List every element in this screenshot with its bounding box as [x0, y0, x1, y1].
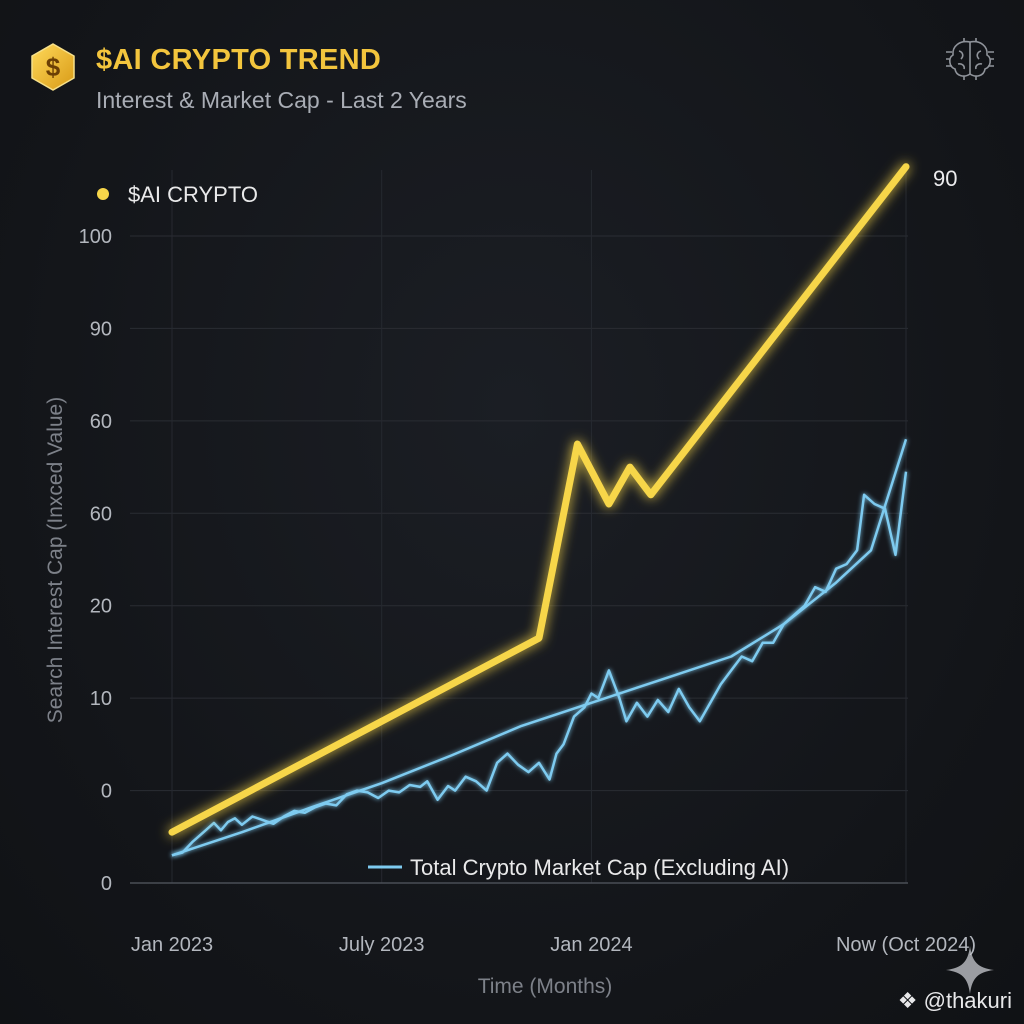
- dollar-badge-icon: $: [31, 43, 75, 91]
- x-tick-label: Now (Oct 2024): [836, 934, 976, 956]
- x-tick-labels: Jan 2023 July 2023 Jan 2024 Now (Oct 2024): [131, 934, 976, 956]
- diamond-logo-icon: ❖: [897, 988, 918, 1013]
- x-tick-label: Jan 2024: [550, 934, 632, 956]
- y-tick-label: 0: [101, 873, 112, 895]
- series-lines: [168, 163, 910, 857]
- y-axis-label: Search Interest Cap (Inxced Value): [44, 397, 67, 723]
- y-tick-label: 60: [90, 503, 112, 525]
- legend-market: Total Crypto Market Cap (Excluding AI): [368, 855, 789, 880]
- series-line-ai: [168, 163, 910, 836]
- y-tick-labels: 0 0 10 20 60 60 90 100: [79, 226, 112, 895]
- x-axis-label: Time (Months): [478, 975, 613, 998]
- legend-market-label: Total Crypto Market Cap (Excluding AI): [410, 855, 789, 880]
- grid: [130, 170, 908, 884]
- legend-ai: $AI CRYPTO: [97, 182, 258, 207]
- chart-title: $AI CRYPTO TREND: [96, 44, 382, 76]
- legend-ai-label: $AI CRYPTO: [128, 182, 258, 207]
- y-tick-label: 10: [90, 688, 112, 710]
- x-tick-label: July 2023: [339, 934, 425, 956]
- chart-subtitle: Interest & Market Cap - Last 2 Years: [96, 87, 467, 113]
- y-tick-label: 60: [90, 411, 112, 433]
- sparkle-icon: [946, 946, 994, 994]
- x-tick-label: Jan 2023: [131, 934, 213, 956]
- legend-ai-marker: [97, 188, 109, 200]
- y-tick-label: 100: [79, 226, 112, 248]
- end-value-label: 90: [933, 166, 957, 191]
- series-line-market: [171, 471, 908, 857]
- watermark: ❖ @thakuri: [898, 988, 1012, 1014]
- brain-chip-icon: [946, 38, 994, 80]
- y-tick-label: 0: [101, 781, 112, 803]
- badge-symbol: $: [46, 52, 61, 82]
- y-tick-label: 20: [90, 596, 112, 618]
- series-line-market-trend: [171, 438, 908, 857]
- y-tick-label: 90: [90, 318, 112, 340]
- watermark-text: @thakuri: [923, 988, 1012, 1013]
